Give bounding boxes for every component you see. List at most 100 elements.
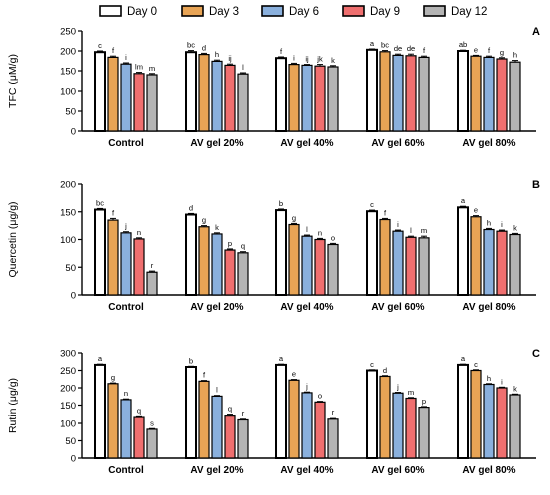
significance-letter: i xyxy=(293,53,295,62)
bar-C-4-1 xyxy=(366,369,378,459)
bar-C-2-5 xyxy=(237,418,249,459)
significance-letter: k xyxy=(215,223,219,232)
bar-B-5-2 xyxy=(470,216,482,296)
bar-C-3-1 xyxy=(275,363,287,459)
panel-label: B xyxy=(532,179,540,191)
significance-letter: a xyxy=(279,354,284,363)
bar-C-2-2 xyxy=(198,380,210,459)
legend-swatch-1 xyxy=(99,5,122,17)
significance-letter: j xyxy=(396,383,399,392)
significance-letter: e xyxy=(474,45,478,54)
bar-C-4-3 xyxy=(392,392,404,459)
bar-B-1-4 xyxy=(133,238,145,296)
bar-C-5-4 xyxy=(496,387,508,459)
significance-letter: c xyxy=(98,41,102,50)
bar-B-2-3 xyxy=(211,233,223,296)
significance-letter: f xyxy=(488,46,491,55)
legend-swatch-3 xyxy=(261,5,284,17)
y-axis-label: TFC (μM/g) xyxy=(7,54,19,108)
significance-letter: p xyxy=(228,239,232,248)
bar-B-1-5 xyxy=(146,271,158,296)
significance-letter: e xyxy=(292,370,296,379)
bar-A-3-4 xyxy=(314,65,326,132)
bar-C-3-3 xyxy=(301,392,313,459)
bar-A-4-4 xyxy=(405,55,417,132)
x-category-label: Control xyxy=(108,302,144,313)
significance-letter: g xyxy=(292,213,296,222)
bar-A-5-2 xyxy=(470,55,482,132)
significance-letter: k xyxy=(513,384,517,393)
significance-letter: i xyxy=(125,53,127,62)
bar-A-5-1 xyxy=(457,50,469,132)
significance-letter: l xyxy=(410,226,412,235)
bar-A-4-1 xyxy=(366,48,378,132)
significance-letter: g xyxy=(500,48,504,57)
significance-letter: bc xyxy=(381,41,389,50)
significance-letter: ab xyxy=(459,40,467,49)
bar-C-5-5 xyxy=(509,394,521,459)
bar-A-2-3 xyxy=(211,60,223,132)
x-category-label: AV gel 80% xyxy=(462,302,515,313)
legend-label-3: Day 6 xyxy=(289,6,319,18)
bar-B-5-1 xyxy=(457,206,469,296)
significance-letter: n xyxy=(124,389,128,398)
bar-C-4-4 xyxy=(405,397,417,459)
significance-letter: r xyxy=(151,261,154,270)
significance-letter: a xyxy=(98,354,103,363)
bar-C-1-4 xyxy=(133,416,145,459)
bar-A-5-5 xyxy=(509,61,521,132)
bar-C-1-2 xyxy=(107,383,119,459)
significance-letter: c xyxy=(474,360,478,369)
significance-letter: o xyxy=(318,392,322,401)
significance-letter: r xyxy=(332,408,335,417)
bar-A-4-5 xyxy=(418,56,430,132)
bar-A-1-5 xyxy=(146,74,158,132)
bar-A-2-1 xyxy=(185,51,197,133)
bar-A-3-1 xyxy=(275,57,287,133)
significance-letter: l xyxy=(242,63,244,72)
bar-A-5-3 xyxy=(483,56,495,132)
bar-B-3-3 xyxy=(301,235,313,296)
bar-C-5-2 xyxy=(470,369,482,459)
y-tick-label: 100 xyxy=(60,87,76,98)
bar-B-3-1 xyxy=(275,209,287,297)
legend-label-5: Day 12 xyxy=(451,6,487,18)
bar-B-4-4 xyxy=(405,236,417,296)
bar-C-3-4 xyxy=(314,401,326,459)
significance-letter: q xyxy=(228,405,232,414)
significance-letter: o xyxy=(331,233,335,242)
bar-C-1-1 xyxy=(94,363,106,459)
significance-letter: j xyxy=(305,382,308,391)
y-tick-label: 150 xyxy=(60,67,76,78)
bar-B-2-1 xyxy=(185,213,197,296)
significance-letter: lm xyxy=(135,63,143,72)
y-tick-label: 50 xyxy=(65,263,76,274)
significance-letter: a xyxy=(370,39,375,48)
y-tick-label: 100 xyxy=(60,419,76,430)
bar-C-3-5 xyxy=(327,418,339,459)
bar-B-1-3 xyxy=(120,232,132,296)
significance-letter: k xyxy=(513,223,517,232)
significance-letter: h xyxy=(513,51,517,60)
bar-B-5-3 xyxy=(483,228,495,296)
legend-swatch-2 xyxy=(181,5,204,17)
bar-C-4-5 xyxy=(418,407,430,459)
y-tick-label: 250 xyxy=(60,366,76,377)
bar-B-2-5 xyxy=(237,252,249,296)
y-tick-label: 0 xyxy=(71,291,76,302)
significance-letter: j xyxy=(124,222,127,231)
significance-letter: a xyxy=(461,354,466,363)
significance-letter: d xyxy=(202,43,206,52)
significance-letter: a xyxy=(461,196,466,205)
bar-B-1-1 xyxy=(94,208,106,296)
significance-letter: f xyxy=(280,47,283,56)
x-category-label: AV gel 20% xyxy=(190,138,243,149)
x-category-label: Control xyxy=(108,138,144,149)
significance-letter: r xyxy=(242,409,245,418)
significance-letter: l xyxy=(306,225,308,234)
bar-A-1-4 xyxy=(133,73,145,132)
bar-A-1-1 xyxy=(94,51,106,133)
bar-B-1-2 xyxy=(107,219,119,296)
